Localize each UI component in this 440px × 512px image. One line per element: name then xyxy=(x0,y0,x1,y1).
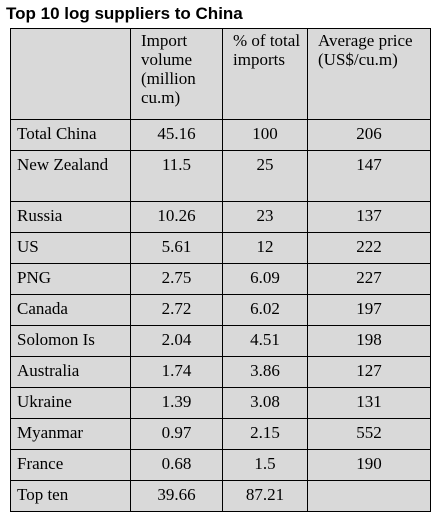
table-cell: 2.04 xyxy=(130,325,223,357)
table-cell: 137 xyxy=(307,201,431,233)
table-cell: 1.39 xyxy=(130,387,223,419)
table-cell: 190 xyxy=(307,449,431,481)
table-cell: 45.16 xyxy=(130,119,223,151)
table-row: Ukraine 1.39 3.08 131 xyxy=(10,387,431,419)
table-cell: 23 xyxy=(222,201,308,233)
table-cell xyxy=(307,480,431,512)
table-row: Myanmar 0.97 2.15 552 xyxy=(10,418,431,450)
header-cell: Import volume (million cu.m) xyxy=(130,28,223,120)
table-cell: 11.5 xyxy=(130,150,223,202)
row-label: Australia xyxy=(10,356,131,388)
table-row: US 5.61 12 222 xyxy=(10,232,431,264)
table-cell: 2.15 xyxy=(222,418,308,450)
suppliers-table: Import volume (million cu.m) % of total … xyxy=(10,28,431,512)
table-row: Top ten 39.66 87.21 xyxy=(10,480,431,512)
table-cell: 6.02 xyxy=(222,294,308,326)
table-row: Canada 2.72 6.02 197 xyxy=(10,294,431,326)
row-label: Ukraine xyxy=(10,387,131,419)
table-cell: 6.09 xyxy=(222,263,308,295)
table-cell: 552 xyxy=(307,418,431,450)
table-cell: 0.97 xyxy=(130,418,223,450)
table-cell: 3.86 xyxy=(222,356,308,388)
row-label: Top ten xyxy=(10,480,131,512)
row-label: Canada xyxy=(10,294,131,326)
table-cell: 1.74 xyxy=(130,356,223,388)
table-row: Russia 10.26 23 137 xyxy=(10,201,431,233)
table-cell: 12 xyxy=(222,232,308,264)
table-row: PNG 2.75 6.09 227 xyxy=(10,263,431,295)
table-row: New Zealand 11.5 25 147 xyxy=(10,150,431,202)
header-row: Import volume (million cu.m) % of total … xyxy=(10,28,431,120)
header-cell: Average price (US$/cu.m) xyxy=(307,28,431,120)
table-cell: 87.21 xyxy=(222,480,308,512)
row-label: New Zealand xyxy=(10,150,131,202)
table-cell: 39.66 xyxy=(130,480,223,512)
row-label: Myanmar xyxy=(10,418,131,450)
table-cell: 227 xyxy=(307,263,431,295)
row-label: US xyxy=(10,232,131,264)
table-row: Total China 45.16 100 206 xyxy=(10,119,431,151)
table-body: Total China 45.16 100 206 New Zealand 11.5 25 1… xyxy=(10,119,431,512)
table-cell: 127 xyxy=(307,356,431,388)
table-cell: 25 xyxy=(222,150,308,202)
table-cell: 5.61 xyxy=(130,232,223,264)
table-cell: 3.08 xyxy=(222,387,308,419)
table-cell: 100 xyxy=(222,119,308,151)
table-cell: 2.72 xyxy=(130,294,223,326)
table-cell: 147 xyxy=(307,150,431,202)
row-label: Total China xyxy=(10,119,131,151)
page: Top 10 log suppliers to China Import vol… xyxy=(6,4,431,512)
table-cell: 206 xyxy=(307,119,431,151)
table-row: France 0.68 1.5 190 xyxy=(10,449,431,481)
table-cell: 0.68 xyxy=(130,449,223,481)
header-cell xyxy=(10,28,131,120)
table-cell: 222 xyxy=(307,232,431,264)
row-label: Solomon Is xyxy=(10,325,131,357)
table-cell: 2.75 xyxy=(130,263,223,295)
table-cell: 198 xyxy=(307,325,431,357)
table-cell: 131 xyxy=(307,387,431,419)
row-label: Russia xyxy=(10,201,131,233)
table-cell: 197 xyxy=(307,294,431,326)
header-cell: % of total imports xyxy=(222,28,308,120)
row-label: PNG xyxy=(10,263,131,295)
table-header: Import volume (million cu.m) % of total … xyxy=(10,28,431,120)
table-row: Australia 1.74 3.86 127 xyxy=(10,356,431,388)
table-cell: 10.26 xyxy=(130,201,223,233)
table-row: Solomon Is 2.04 4.51 198 xyxy=(10,325,431,357)
table-cell: 4.51 xyxy=(222,325,308,357)
table-cell: 1.5 xyxy=(222,449,308,481)
title: Top 10 log suppliers to China xyxy=(6,4,243,23)
row-label: France xyxy=(10,449,131,481)
